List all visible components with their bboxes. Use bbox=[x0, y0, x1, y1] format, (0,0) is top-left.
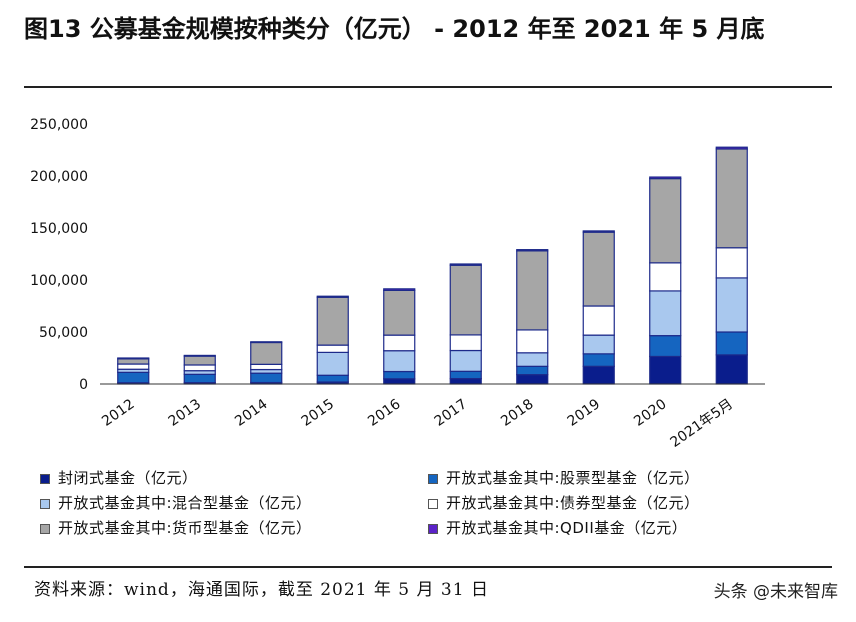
bar-segment-2 bbox=[516, 365, 549, 376]
legend-swatch bbox=[40, 473, 50, 484]
bar-segment-3 bbox=[516, 352, 549, 367]
bar-segment-5 bbox=[582, 231, 615, 307]
bar-segment-1 bbox=[383, 378, 416, 385]
bar-segment-5 bbox=[183, 355, 216, 366]
bar-segment-2 bbox=[449, 370, 482, 380]
legend-item: 开放式基金其中:货币型基金（亿元） bbox=[40, 518, 428, 539]
legend-item: 开放式基金其中:股票型基金（亿元） bbox=[428, 468, 820, 489]
bar-segment-5 bbox=[250, 341, 283, 365]
legend-swatch bbox=[428, 523, 438, 534]
x-tick-label: 2021年5月 bbox=[667, 396, 736, 451]
bar-segment-6 bbox=[449, 263, 482, 266]
bar-segment-5 bbox=[516, 250, 549, 331]
legend-swatch bbox=[428, 498, 438, 509]
bar-group bbox=[117, 146, 748, 385]
y-tick-label: 250,000 bbox=[30, 117, 88, 133]
legend-item: 开放式基金其中:QDII基金（亿元） bbox=[428, 518, 820, 539]
bar-segment-4 bbox=[449, 334, 482, 352]
bar-segment-4 bbox=[183, 364, 216, 372]
bar-segment-1 bbox=[582, 365, 615, 385]
bar-segment-2 bbox=[316, 374, 349, 383]
bar-segment-5 bbox=[715, 148, 748, 249]
chart-title: 图13 公募基金规模按种类分（亿元） - 2012 年至 2021 年 5 月底 bbox=[24, 15, 765, 43]
bar-segment-5 bbox=[316, 296, 349, 346]
bar-segment-3 bbox=[316, 351, 349, 376]
y-tick-label: 150,000 bbox=[30, 221, 88, 237]
bar-segment-4 bbox=[582, 305, 615, 336]
bar-segment-5 bbox=[449, 264, 482, 336]
bar-segment-3 bbox=[449, 349, 482, 372]
x-tick-label: 2020 bbox=[631, 396, 669, 430]
bar-segment-1 bbox=[715, 354, 748, 385]
source-rule bbox=[24, 566, 832, 568]
bar-segment-4 bbox=[117, 363, 150, 370]
bar-segment-4 bbox=[715, 247, 748, 279]
y-tick-label: 200,000 bbox=[30, 169, 88, 185]
x-tick-label: 2014 bbox=[232, 396, 270, 430]
x-tick-label: 2017 bbox=[432, 396, 470, 430]
legend-swatch bbox=[428, 473, 438, 484]
bar-segment-1 bbox=[449, 377, 482, 385]
bar-segment-4 bbox=[649, 262, 682, 292]
x-tick-label: 2019 bbox=[565, 396, 603, 430]
x-tick-label: 2012 bbox=[99, 396, 137, 430]
bar-segment-6 bbox=[383, 288, 416, 291]
legend-item: 开放式基金其中:混合型基金（亿元） bbox=[40, 493, 428, 514]
watermark: 头条 @未来智库 bbox=[713, 582, 838, 602]
bar-segment-2 bbox=[117, 371, 150, 384]
bar-segment-6 bbox=[715, 146, 748, 150]
bar-segment-6 bbox=[649, 176, 682, 180]
x-tick-label: 2018 bbox=[498, 396, 536, 430]
bar-segment-5 bbox=[649, 177, 682, 264]
bar-segment-4 bbox=[250, 363, 283, 371]
bar-segment-6 bbox=[183, 354, 216, 357]
legend-label: 开放式基金其中:债券型基金（亿元） bbox=[446, 494, 700, 512]
bar-segment-6 bbox=[516, 249, 549, 252]
legend-label: 封闭式基金（亿元） bbox=[58, 469, 198, 487]
bar-segment-2 bbox=[582, 353, 615, 367]
stacked-bar-chart: 0 50,000 100,000 150,000 200,000 250,000 2012… bbox=[30, 117, 765, 451]
bar-segment-4 bbox=[316, 344, 349, 353]
chart-legend: 封闭式基金（亿元） 开放式基金其中:股票型基金（亿元） 开放式基金其中:混合型基金（… bbox=[40, 468, 820, 539]
legend-label: 开放式基金其中:货币型基金（亿元） bbox=[58, 519, 312, 537]
bar-segment-2 bbox=[250, 372, 283, 384]
bar-segment-2 bbox=[649, 335, 682, 358]
x-tick-label: 2016 bbox=[365, 396, 403, 430]
legend-label: 开放式基金其中:股票型基金（亿元） bbox=[446, 469, 700, 487]
bar-segment-6 bbox=[582, 230, 615, 233]
y-tick-label: 0 bbox=[79, 377, 88, 393]
bar-segment-6 bbox=[250, 341, 283, 344]
y-tick-label: 50,000 bbox=[39, 325, 88, 341]
legend-label: 开放式基金其中:混合型基金（亿元） bbox=[58, 494, 312, 512]
legend-item: 开放式基金其中:债券型基金（亿元） bbox=[428, 493, 820, 514]
bar-segment-4 bbox=[383, 334, 416, 352]
bar-segment-3 bbox=[715, 277, 748, 333]
bar-segment-3 bbox=[383, 350, 416, 373]
bar-segment-4 bbox=[516, 329, 549, 354]
bar-segment-2 bbox=[383, 370, 416, 380]
bar-segment-1 bbox=[649, 355, 682, 385]
legend-item: 封闭式基金（亿元） bbox=[40, 468, 428, 489]
legend-swatch bbox=[40, 498, 50, 509]
bar-segment-3 bbox=[582, 334, 615, 355]
legend-swatch bbox=[40, 523, 50, 534]
y-tick-label: 100,000 bbox=[30, 273, 88, 289]
bar-segment-6 bbox=[316, 295, 349, 298]
bar-segment-3 bbox=[649, 290, 682, 337]
bar-segment-5 bbox=[383, 289, 416, 336]
bar-segment-1 bbox=[516, 374, 549, 385]
bar-segment-5 bbox=[117, 358, 150, 365]
title-rule bbox=[24, 86, 832, 88]
x-tick-label: 2013 bbox=[166, 396, 204, 430]
x-tick-label: 2015 bbox=[299, 396, 337, 430]
y-axis: 0 50,000 100,000 150,000 200,000 250,000 bbox=[30, 117, 88, 393]
x-axis: 2012 2013 2014 2015 2016 2017 2018 2019 20202021… bbox=[99, 383, 765, 451]
bar-segment-6 bbox=[117, 357, 150, 360]
legend-label: 开放式基金其中:QDII基金（亿元） bbox=[446, 519, 688, 537]
source-note: 资料来源：wind，海通国际，截至 2021 年 5 月 31 日 bbox=[34, 580, 489, 600]
bar-segment-2 bbox=[183, 373, 216, 384]
bar-segment-2 bbox=[715, 331, 748, 356]
